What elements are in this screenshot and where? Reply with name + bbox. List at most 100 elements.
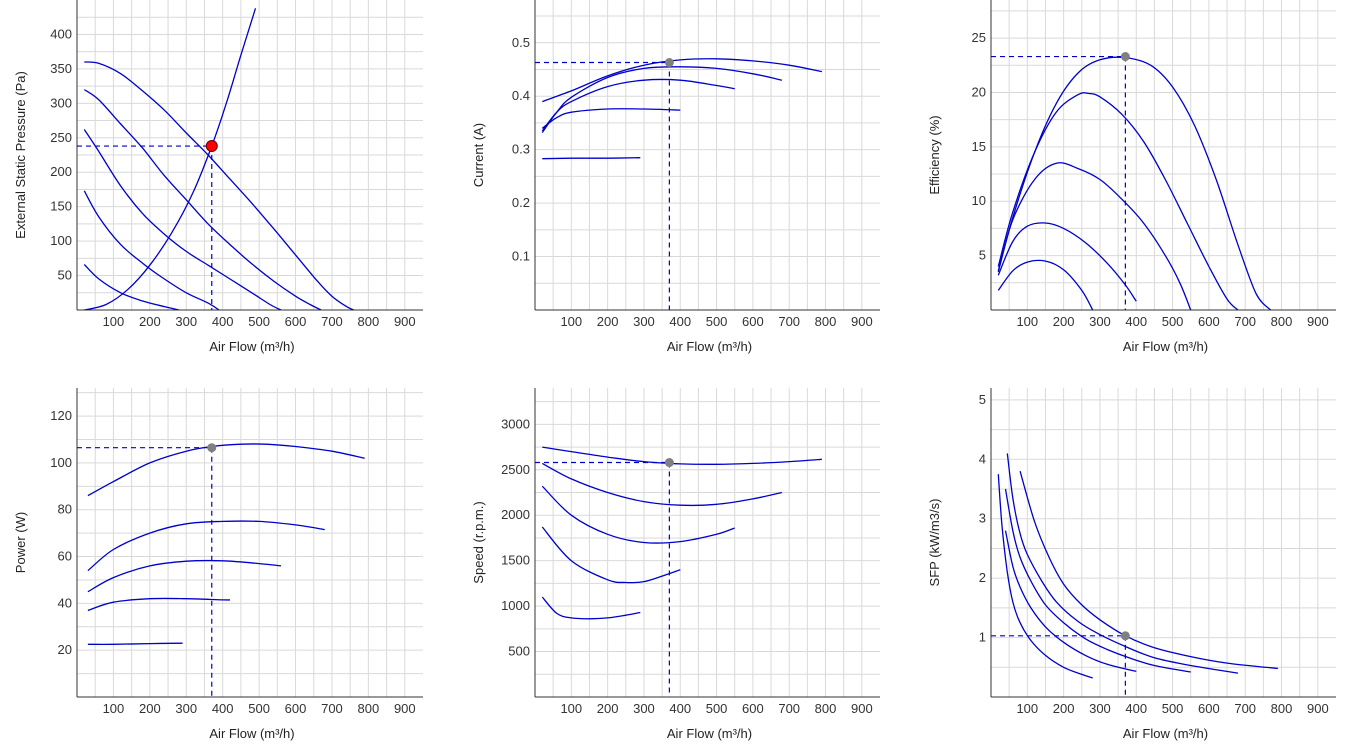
plot-area (541, 58, 823, 160)
x-tick-label: 300 (1089, 701, 1111, 716)
y-tick-label: 40 (58, 595, 72, 610)
chart-panel-3: 100 200 300 400 500 600 700 800 900 5 10 15 20 25 Air … (927, 0, 1336, 354)
x-tick-label: 800 (1271, 314, 1293, 329)
x-tick-label: 300 (633, 314, 655, 329)
y-tick-label: 5 (979, 248, 986, 263)
x-tick-label: 600 (1198, 701, 1220, 716)
x-tick-label: 500 (706, 314, 728, 329)
plot-area (997, 56, 1272, 310)
y-axis-label: Current (A) (471, 123, 486, 187)
y-tick-label: 0.4 (512, 88, 530, 103)
x-tick-label: 500 (1162, 701, 1184, 716)
x-tick-label: 600 (742, 701, 764, 716)
y-tick-label: 2500 (501, 462, 530, 477)
x-tick-label: 900 (394, 701, 416, 716)
y-tick-label: 0.5 (512, 35, 530, 50)
y-axis-label: Power (W) (13, 512, 28, 573)
series-line-5 (542, 157, 641, 160)
chart-panel-2: 100 200 300 400 500 600 700 800 900 0.1 0.2 0.3 0.4 0… (471, 0, 880, 354)
x-tick-label: 700 (321, 701, 343, 716)
chart-panel-1: 100 200 300 400 500 600 700 800 900 50 100 150 200 25… (13, 0, 423, 354)
x-tick-label: 400 (1125, 701, 1147, 716)
x-tick-label: 200 (139, 314, 161, 329)
series-line-1 (1019, 471, 1278, 670)
operating-point-marker (664, 458, 674, 468)
x-tick-label: 800 (1271, 701, 1293, 716)
operating-point-marker (664, 58, 674, 68)
x-tick-label: 900 (1307, 701, 1329, 716)
x-axis-label: Air Flow (m³/h) (1123, 726, 1208, 741)
x-axis-label: Air Flow (m³/h) (1123, 339, 1208, 354)
series-line-1 (542, 446, 822, 465)
x-tick-label: 400 (212, 314, 234, 329)
y-tick-label: 25 (972, 30, 986, 45)
x-tick-label: 700 (1234, 314, 1256, 329)
y-tick-label: 120 (50, 408, 72, 423)
y-tick-label: 500 (508, 644, 530, 659)
x-tick-label: 500 (706, 701, 728, 716)
y-tick-label: 4 (979, 451, 986, 466)
x-tick-label: 300 (1089, 314, 1111, 329)
y-tick-label: 2000 (501, 507, 530, 522)
x-axis-label: Air Flow (m³/h) (667, 339, 752, 354)
x-tick-label: 100 (103, 701, 125, 716)
x-axis-label: Air Flow (m³/h) (209, 339, 294, 354)
x-tick-label: 300 (633, 701, 655, 716)
y-tick-label: 80 (58, 502, 72, 517)
x-tick-label: 400 (669, 701, 691, 716)
y-tick-label: 50 (58, 268, 72, 283)
y-tick-label: 15 (972, 139, 986, 154)
chart-panel-4: 100 200 300 400 500 600 700 800 900 20 40 60 80 100 12… (13, 388, 423, 741)
x-tick-label: 200 (139, 701, 161, 716)
x-tick-label: 500 (248, 314, 270, 329)
series-line-1 (87, 443, 365, 497)
y-tick-label: 150 (50, 199, 72, 214)
series-line-2 (541, 462, 783, 507)
x-tick-label: 200 (597, 314, 619, 329)
x-tick-label: 700 (1234, 701, 1256, 716)
series-line-3 (541, 485, 735, 544)
x-tick-label: 700 (321, 314, 343, 329)
series-line-1 (84, 61, 355, 310)
series-line-1 (997, 56, 1272, 310)
y-tick-label: 100 (50, 233, 72, 248)
y-tick-label: 60 (58, 549, 72, 564)
x-tick-label: 300 (175, 314, 197, 329)
series-line-2 (87, 520, 325, 572)
series-line-3 (87, 559, 282, 593)
y-tick-label: 350 (50, 61, 72, 76)
x-tick-label: 500 (1162, 314, 1184, 329)
series-line-3 (83, 129, 282, 310)
series-line-5 (997, 474, 1093, 679)
y-tick-label: 200 (50, 164, 72, 179)
x-tick-label: 500 (248, 701, 270, 716)
x-tick-label: 400 (1125, 314, 1147, 329)
plot-area (541, 446, 822, 620)
y-tick-label: 1500 (501, 553, 530, 568)
plot-area (83, 8, 355, 310)
x-tick-label: 800 (815, 701, 837, 716)
series-line-6 (84, 8, 257, 310)
y-tick-label: 300 (50, 95, 72, 110)
y-tick-label: 100 (50, 455, 72, 470)
operating-point-marker (205, 140, 218, 153)
y-tick-label: 400 (50, 26, 72, 41)
x-tick-label: 400 (669, 314, 691, 329)
series-line-4 (541, 108, 681, 129)
operating-point-marker (1120, 52, 1130, 62)
y-tick-label: 20 (58, 642, 72, 657)
x-axis-label: Air Flow (m³/h) (667, 726, 752, 741)
y-tick-label: 1 (979, 630, 986, 645)
series-line-3 (541, 78, 735, 132)
x-tick-label: 900 (394, 314, 416, 329)
series-line-5 (87, 642, 183, 645)
series-line-4 (1004, 530, 1137, 673)
series-line-4 (87, 597, 231, 612)
x-tick-label: 100 (560, 701, 582, 716)
chart-panel-6: 100 200 300 400 500 600 700 800 900 1 2 3 4 5 Air Flow… (927, 388, 1336, 741)
series-line-5 (83, 264, 180, 310)
operating-point-marker (207, 443, 217, 453)
x-tick-label: 200 (1053, 314, 1075, 329)
x-tick-label: 900 (851, 701, 873, 716)
